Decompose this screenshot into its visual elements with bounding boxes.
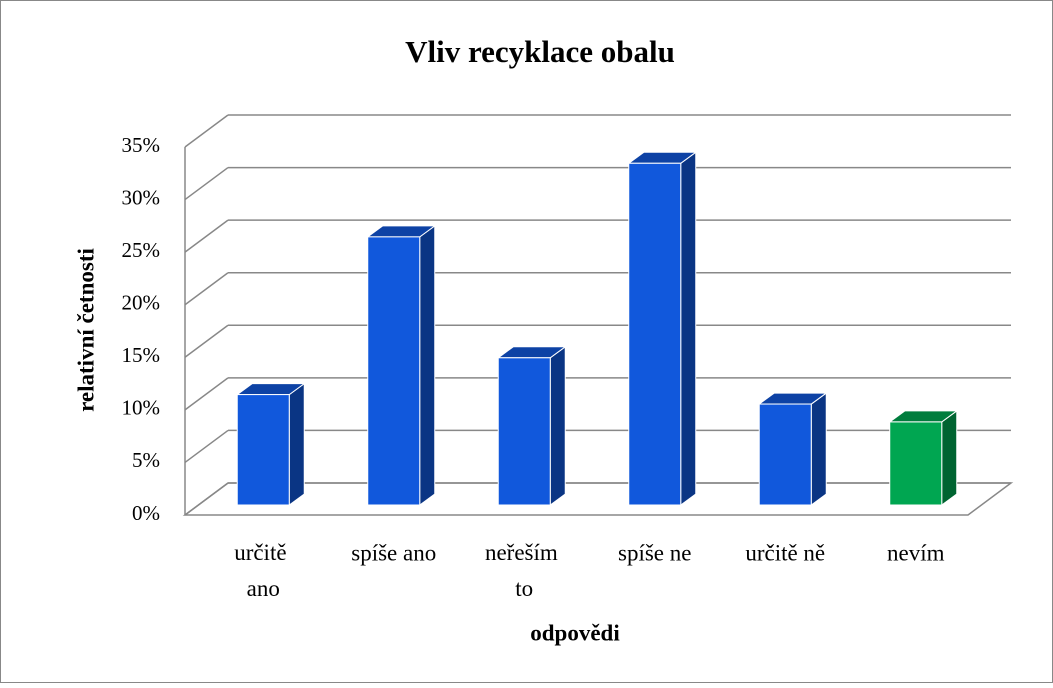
bar-side: [549, 345, 566, 506]
y-tick-label: 15%: [122, 343, 161, 367]
y-tick-label: 20%: [122, 291, 161, 315]
x-axis-label: odpovědi: [530, 620, 620, 645]
grid-line-side: [184, 219, 229, 253]
grid-line-side: [184, 324, 229, 358]
bar: [628, 162, 682, 506]
grid-line-side: [184, 377, 229, 411]
x-tick-label: nevím: [887, 540, 945, 565]
bar: [889, 421, 943, 506]
bar: [236, 394, 290, 506]
chart-title: Vliv recyklace obalu: [405, 34, 675, 69]
y-tick-label: 30%: [122, 185, 161, 209]
y-tick-label: 10%: [122, 396, 161, 420]
grid-line-side: [184, 114, 229, 148]
bar-side: [810, 392, 827, 506]
grid-line-side: [184, 482, 229, 516]
bar-side: [680, 151, 697, 506]
x-tick-label: určitě ně: [745, 540, 825, 565]
y-tick-label: 5%: [132, 448, 160, 472]
x-tick-label: určitě ano: [234, 540, 292, 601]
x-tick-label: spíše ne: [618, 540, 691, 565]
x-tick-label: spíše ano: [351, 540, 436, 565]
x-tick-label: neřeším to: [485, 540, 564, 601]
bar: [497, 357, 551, 506]
bar-side: [941, 409, 958, 506]
grid-line-side: [184, 272, 229, 306]
bar: [367, 236, 421, 506]
bar-side: [419, 224, 436, 506]
grid-line-side: [184, 166, 229, 201]
bar: [758, 403, 812, 506]
bar-side: [288, 382, 305, 506]
y-tick-label: 0%: [132, 501, 160, 525]
y-tick-label: 25%: [122, 238, 161, 262]
grid-line-side: [184, 429, 229, 464]
y-axis-label: relativní četnosti: [73, 248, 98, 412]
y-tick-label: 35%: [122, 133, 161, 157]
